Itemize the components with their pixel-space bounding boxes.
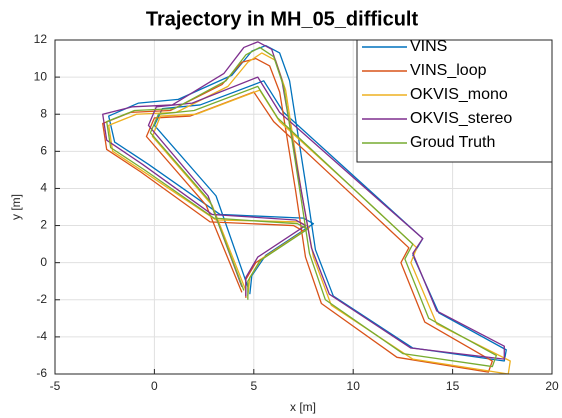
legend-box [356,39,553,163]
trajectory-line [102,57,494,373]
y-tick-label: 12 [34,32,48,46]
y-tick-label: -2 [36,292,47,306]
legend-label: Groud Truth [410,134,495,151]
trajectory-line [102,41,505,360]
x-tick-label: 15 [446,379,460,393]
x-tick-label: -5 [50,379,61,393]
y-axis-label: y [m] [9,194,23,220]
y-tick-label: 10 [34,69,48,83]
legend-label: VINS_loop [410,62,487,79]
y-tick-label: 2 [40,218,47,232]
y-tick-label: -6 [36,366,47,380]
chart-title: Trajectory in MH_05_difficult [146,8,419,30]
trajectory-line [108,44,507,362]
x-tick-label: 0 [151,379,158,393]
y-tick-label: 8 [40,106,47,120]
plot-frame [54,39,553,375]
y-tick-label: -4 [36,329,47,343]
x-tick-label: 10 [347,379,361,393]
x-tick-label: 5 [250,379,257,393]
y-tick-label: 4 [40,181,47,195]
legend-label: OKVIS_mono [410,86,508,103]
legend-label: OKVIS_stereo [410,110,512,127]
x-axis-label: x [m] [290,400,316,414]
legend-label: VINS [410,38,447,55]
trajectory-line [106,46,497,368]
y-tick-label: 6 [40,144,47,158]
y-tick-label: 0 [40,255,47,269]
x-tick-label: 20 [545,379,559,393]
